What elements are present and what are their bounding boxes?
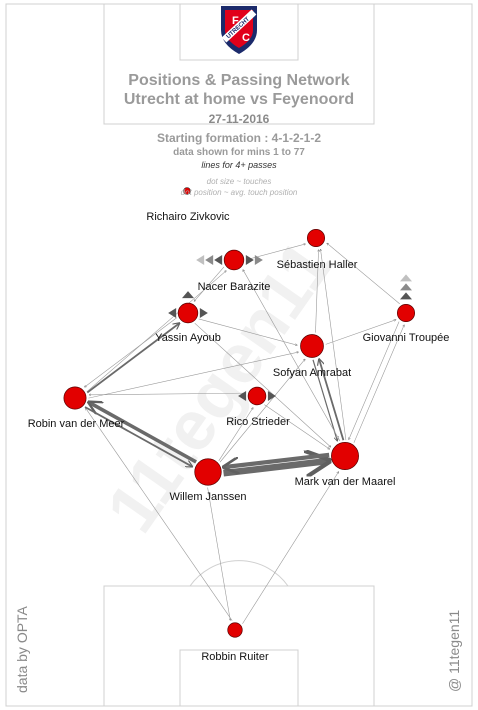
player-labels: Richairo Zivkovic Sébastien Haller Nacer B…	[28, 211, 450, 663]
player-node-mark-van-der-maarel	[331, 442, 359, 470]
pass-edge-robin-van-der-meer-to-sofyan-amrabat	[88, 352, 298, 399]
player-label-yassin-ayoub: Yassin Ayoub	[155, 332, 221, 344]
player-node-sebastien-haller	[306, 228, 326, 248]
player-node-nacer-barazite	[223, 249, 245, 271]
pass-edge-giovanni-troupee-to-mark-van-der-maarel	[349, 321, 400, 440]
badge-letter-c: C	[242, 32, 250, 44]
player-label-robin-van-der-meer: Robin van der Meer	[28, 418, 125, 430]
data-credit: data by OPTA	[14, 606, 30, 693]
player-label-nacer-barazite: Nacer Barazite	[198, 281, 271, 293]
pass-edge-willem-janssen-to-robin-van-der-meer	[89, 402, 197, 464]
sub-arrow-up-giovanni-troupee	[400, 283, 412, 291]
player-label-giovanni-troupee: Giovanni Troupée	[363, 332, 450, 344]
sub-arrow-right-rico-strieder	[267, 391, 276, 401]
player-label-rico-strieder: Rico Strieder	[226, 416, 290, 428]
pass-edge-sofyan-amrabat-to-sebastien-haller	[315, 250, 318, 333]
pass-edges	[84, 243, 404, 624]
sub-arrow-right-yassin-ayoub	[199, 308, 208, 318]
bottom-penalty-arc	[189, 560, 289, 587]
player-node-rico-strieder	[247, 386, 267, 406]
author-credit: @ 11tegen11	[446, 609, 462, 692]
sub-arrow-up-giovanni-troupee	[400, 274, 412, 282]
sub-arrow-up-yassin-ayoub	[182, 291, 194, 299]
pass-edge-mark-van-der-maarel-to-sebastien-haller	[321, 249, 347, 441]
pass-edge-willem-janssen-to-sofyan-amrabat	[219, 359, 305, 463]
pass-edge-nacer-barazite-to-yassin-ayoub	[194, 266, 225, 301]
sub-arrow-left-nacer-barazite	[196, 255, 205, 265]
pass-edge-robin-van-der-meer-to-yassin-ayoub	[86, 323, 179, 394]
match-date: 27-11-2016	[208, 112, 270, 126]
pass-edge-mark-van-der-maarel-to-giovanni-troupee	[353, 325, 404, 443]
player-label-mark-van-der-maarel: Mark van der Maarel	[295, 476, 396, 488]
chart-title: Positions & Passing Network	[128, 72, 350, 89]
lines-note: lines for 4+ passes	[201, 160, 277, 170]
top-goal-area	[179, 3, 299, 61]
pass-edge-sofyan-amrabat-to-giovanni-troupee	[325, 320, 396, 345]
pass-edge-willem-janssen-to-robbin-ruiter	[207, 487, 231, 621]
sub-arrow-left-nacer-barazite	[205, 255, 214, 265]
sub-arrow-left-yassin-ayoub	[168, 308, 177, 318]
sub-arrow-right-nacer-barazite	[254, 255, 263, 265]
substitution-markers	[168, 255, 412, 401]
formation-text: Starting formation : 4-1-2-1-2	[156, 131, 321, 145]
player-node-robbin-ruiter	[227, 622, 243, 638]
legend-dot-position: dot position ~ avg. touch position	[180, 188, 298, 197]
sub-arrow-up-giovanni-troupee	[400, 292, 412, 300]
badge-letter-f: F	[232, 15, 239, 27]
pass-edge-rico-strieder-to-mark-van-der-maarel	[264, 404, 329, 449]
pass-edge-robbin-ruiter-to-mark-van-der-maarel	[242, 472, 338, 624]
sub-arrow-left-rico-strieder	[238, 391, 247, 401]
player-label-richairo-zivkovic: Richairo Zivkovic	[146, 211, 230, 223]
player-label-sebastien-haller: Sébastien Haller	[277, 259, 358, 271]
pass-edge-giovanni-troupee-to-sebastien-haller	[327, 243, 400, 305]
player-node-yassin-ayoub	[177, 302, 199, 324]
club-badge: F C UTRECHT	[221, 6, 257, 54]
pass-edge-yassin-ayoub-to-robin-van-der-meer	[84, 317, 177, 387]
pass-edge-rico-strieder-to-robin-van-der-meer	[89, 392, 247, 395]
pitch: 11tegen11	[5, 3, 473, 707]
bottom-penalty-area	[103, 585, 375, 707]
sub-arrow-right-nacer-barazite	[245, 255, 254, 265]
player-nodes	[63, 228, 416, 638]
bottom-goal-area	[179, 649, 299, 707]
player-node-robin-van-der-meer	[63, 386, 87, 410]
player-label-robbin-ruiter: Robbin Ruiter	[201, 651, 269, 663]
player-node-willem-janssen	[194, 458, 222, 486]
minutes-note: data shown for mins 1 to 77	[173, 147, 305, 158]
pass-edge-yassin-ayoub-to-mark-van-der-maarel	[194, 322, 331, 447]
pass-edge-mark-van-der-maarel-to-willem-janssen	[224, 452, 330, 467]
legend-dot-size: dot size ~ touches	[206, 177, 272, 186]
player-label-sofyan-amrabat: Sofyan Amrabat	[273, 367, 351, 379]
legend-dot	[183, 187, 191, 195]
player-label-willem-janssen: Willem Janssen	[169, 491, 246, 503]
sub-arrow-left-nacer-barazite	[214, 255, 223, 265]
pass-edge-mark-van-der-maarel-to-sofyan-amrabat	[319, 359, 345, 441]
pass-edge-sofyan-amrabat-to-mark-van-der-maarel	[312, 359, 337, 441]
pass-edge-willem-janssen-to-mark-van-der-maarel	[223, 461, 329, 473]
pass-edge-robbin-ruiter-to-robin-van-der-meer	[85, 408, 233, 621]
player-node-giovanni-troupee	[396, 303, 416, 323]
pass-edge-robin-van-der-meer-to-willem-janssen	[84, 406, 192, 467]
pass-edge-willem-janssen-to-rico-strieder	[218, 408, 253, 461]
pass-edge-mark-van-der-maarel-to-nacer-barazite	[243, 270, 341, 442]
badge-sash	[221, 9, 257, 43]
pass-edge-yassin-ayoub-to-sofyan-amrabat	[198, 318, 298, 345]
player-node-sofyan-amrabat	[300, 334, 324, 358]
chart-subtitle: Utrecht at home vs Feyenoord	[123, 91, 355, 108]
